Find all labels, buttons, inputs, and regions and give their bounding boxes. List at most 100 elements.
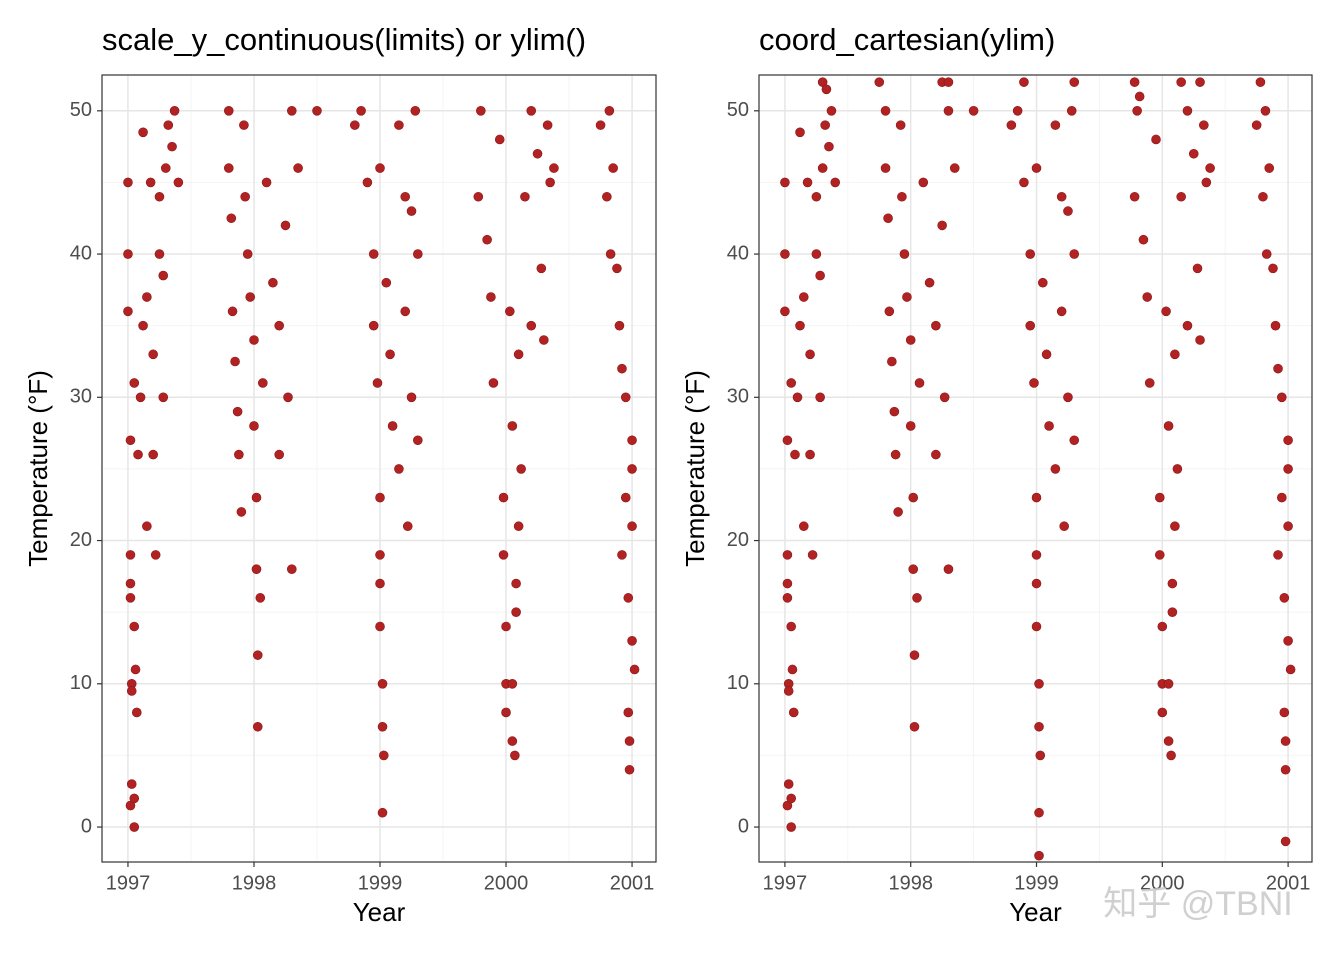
point — [1279, 593, 1290, 603]
x-tick-label: 1998 — [232, 872, 277, 894]
point — [899, 249, 910, 259]
point — [943, 106, 954, 116]
point — [501, 621, 511, 632]
point — [1273, 363, 1283, 374]
watermark: 知乎 @TBNI — [1103, 885, 1292, 923]
point — [131, 707, 142, 718]
y-tick-label: 0 — [738, 815, 749, 837]
point — [1129, 191, 1140, 202]
point — [234, 449, 244, 460]
y-tick-label: 0 — [81, 815, 92, 837]
point — [387, 421, 398, 431]
panel: 1997 1998 1999 2000 2001 0 10 20 30 40 50 coord_car… — [680, 22, 1313, 927]
point — [807, 550, 818, 560]
point — [226, 213, 237, 224]
point — [227, 306, 238, 317]
point — [1019, 177, 1029, 188]
point — [889, 406, 900, 417]
x-tick-label: 2001 — [1266, 872, 1311, 894]
point — [1157, 621, 1168, 632]
point — [1277, 392, 1287, 403]
point — [624, 736, 635, 746]
point — [368, 320, 379, 331]
point — [1069, 435, 1080, 446]
point — [293, 163, 303, 173]
point — [1154, 492, 1165, 503]
point — [608, 163, 618, 173]
point — [602, 191, 612, 202]
point — [1063, 206, 1073, 216]
point — [255, 593, 266, 603]
point — [385, 349, 395, 360]
point — [402, 521, 413, 532]
point — [780, 249, 790, 259]
y-tick-label: 30 — [727, 386, 749, 408]
point — [381, 277, 392, 288]
point — [780, 177, 790, 188]
point — [375, 163, 385, 173]
point — [595, 120, 606, 130]
point — [1037, 277, 1048, 288]
x-tick-label: 1997 — [763, 872, 808, 894]
point — [1280, 764, 1291, 775]
point — [627, 521, 637, 532]
point — [826, 106, 837, 116]
point — [1255, 77, 1266, 87]
point — [905, 421, 916, 431]
point — [1163, 679, 1174, 689]
point — [627, 636, 637, 646]
point — [805, 449, 815, 460]
point — [1059, 521, 1069, 532]
point — [476, 106, 486, 116]
y-tick-label: 50 — [727, 99, 749, 121]
point — [1188, 148, 1199, 159]
point — [377, 721, 388, 732]
y-axis-title: Temperature (°F) — [680, 370, 710, 567]
point — [1129, 77, 1140, 87]
point — [802, 177, 813, 188]
point — [1280, 736, 1291, 746]
point — [782, 593, 793, 603]
point — [874, 77, 885, 87]
point — [815, 392, 825, 403]
point — [123, 306, 133, 317]
point — [908, 564, 919, 575]
point — [1258, 191, 1268, 202]
point — [239, 120, 249, 130]
point — [895, 120, 906, 130]
point — [918, 177, 929, 188]
point — [1277, 492, 1287, 503]
point — [786, 378, 797, 388]
chart-title: coord_cartesian(ylim) — [759, 22, 1055, 57]
point — [129, 378, 140, 388]
point — [817, 163, 828, 173]
point — [1251, 120, 1262, 130]
point — [362, 177, 373, 188]
point — [1138, 234, 1149, 245]
point — [154, 191, 165, 202]
point — [378, 750, 389, 761]
point — [1066, 106, 1077, 116]
point — [236, 507, 247, 517]
point — [542, 120, 553, 130]
point — [943, 77, 954, 87]
point — [1069, 249, 1080, 259]
x-tick-label: 1997 — [106, 872, 151, 894]
point — [1182, 106, 1193, 116]
point — [249, 335, 259, 345]
point — [624, 764, 635, 775]
point — [372, 378, 383, 388]
point — [135, 392, 146, 403]
x-tick-label: 1999 — [1014, 872, 1059, 894]
point — [375, 492, 385, 503]
point — [232, 406, 243, 417]
point — [1025, 320, 1036, 331]
point — [782, 578, 793, 589]
y-tick-label: 20 — [727, 529, 749, 551]
point — [230, 356, 240, 367]
points — [123, 106, 640, 832]
point — [912, 593, 922, 603]
point — [798, 292, 809, 302]
point — [893, 507, 903, 517]
